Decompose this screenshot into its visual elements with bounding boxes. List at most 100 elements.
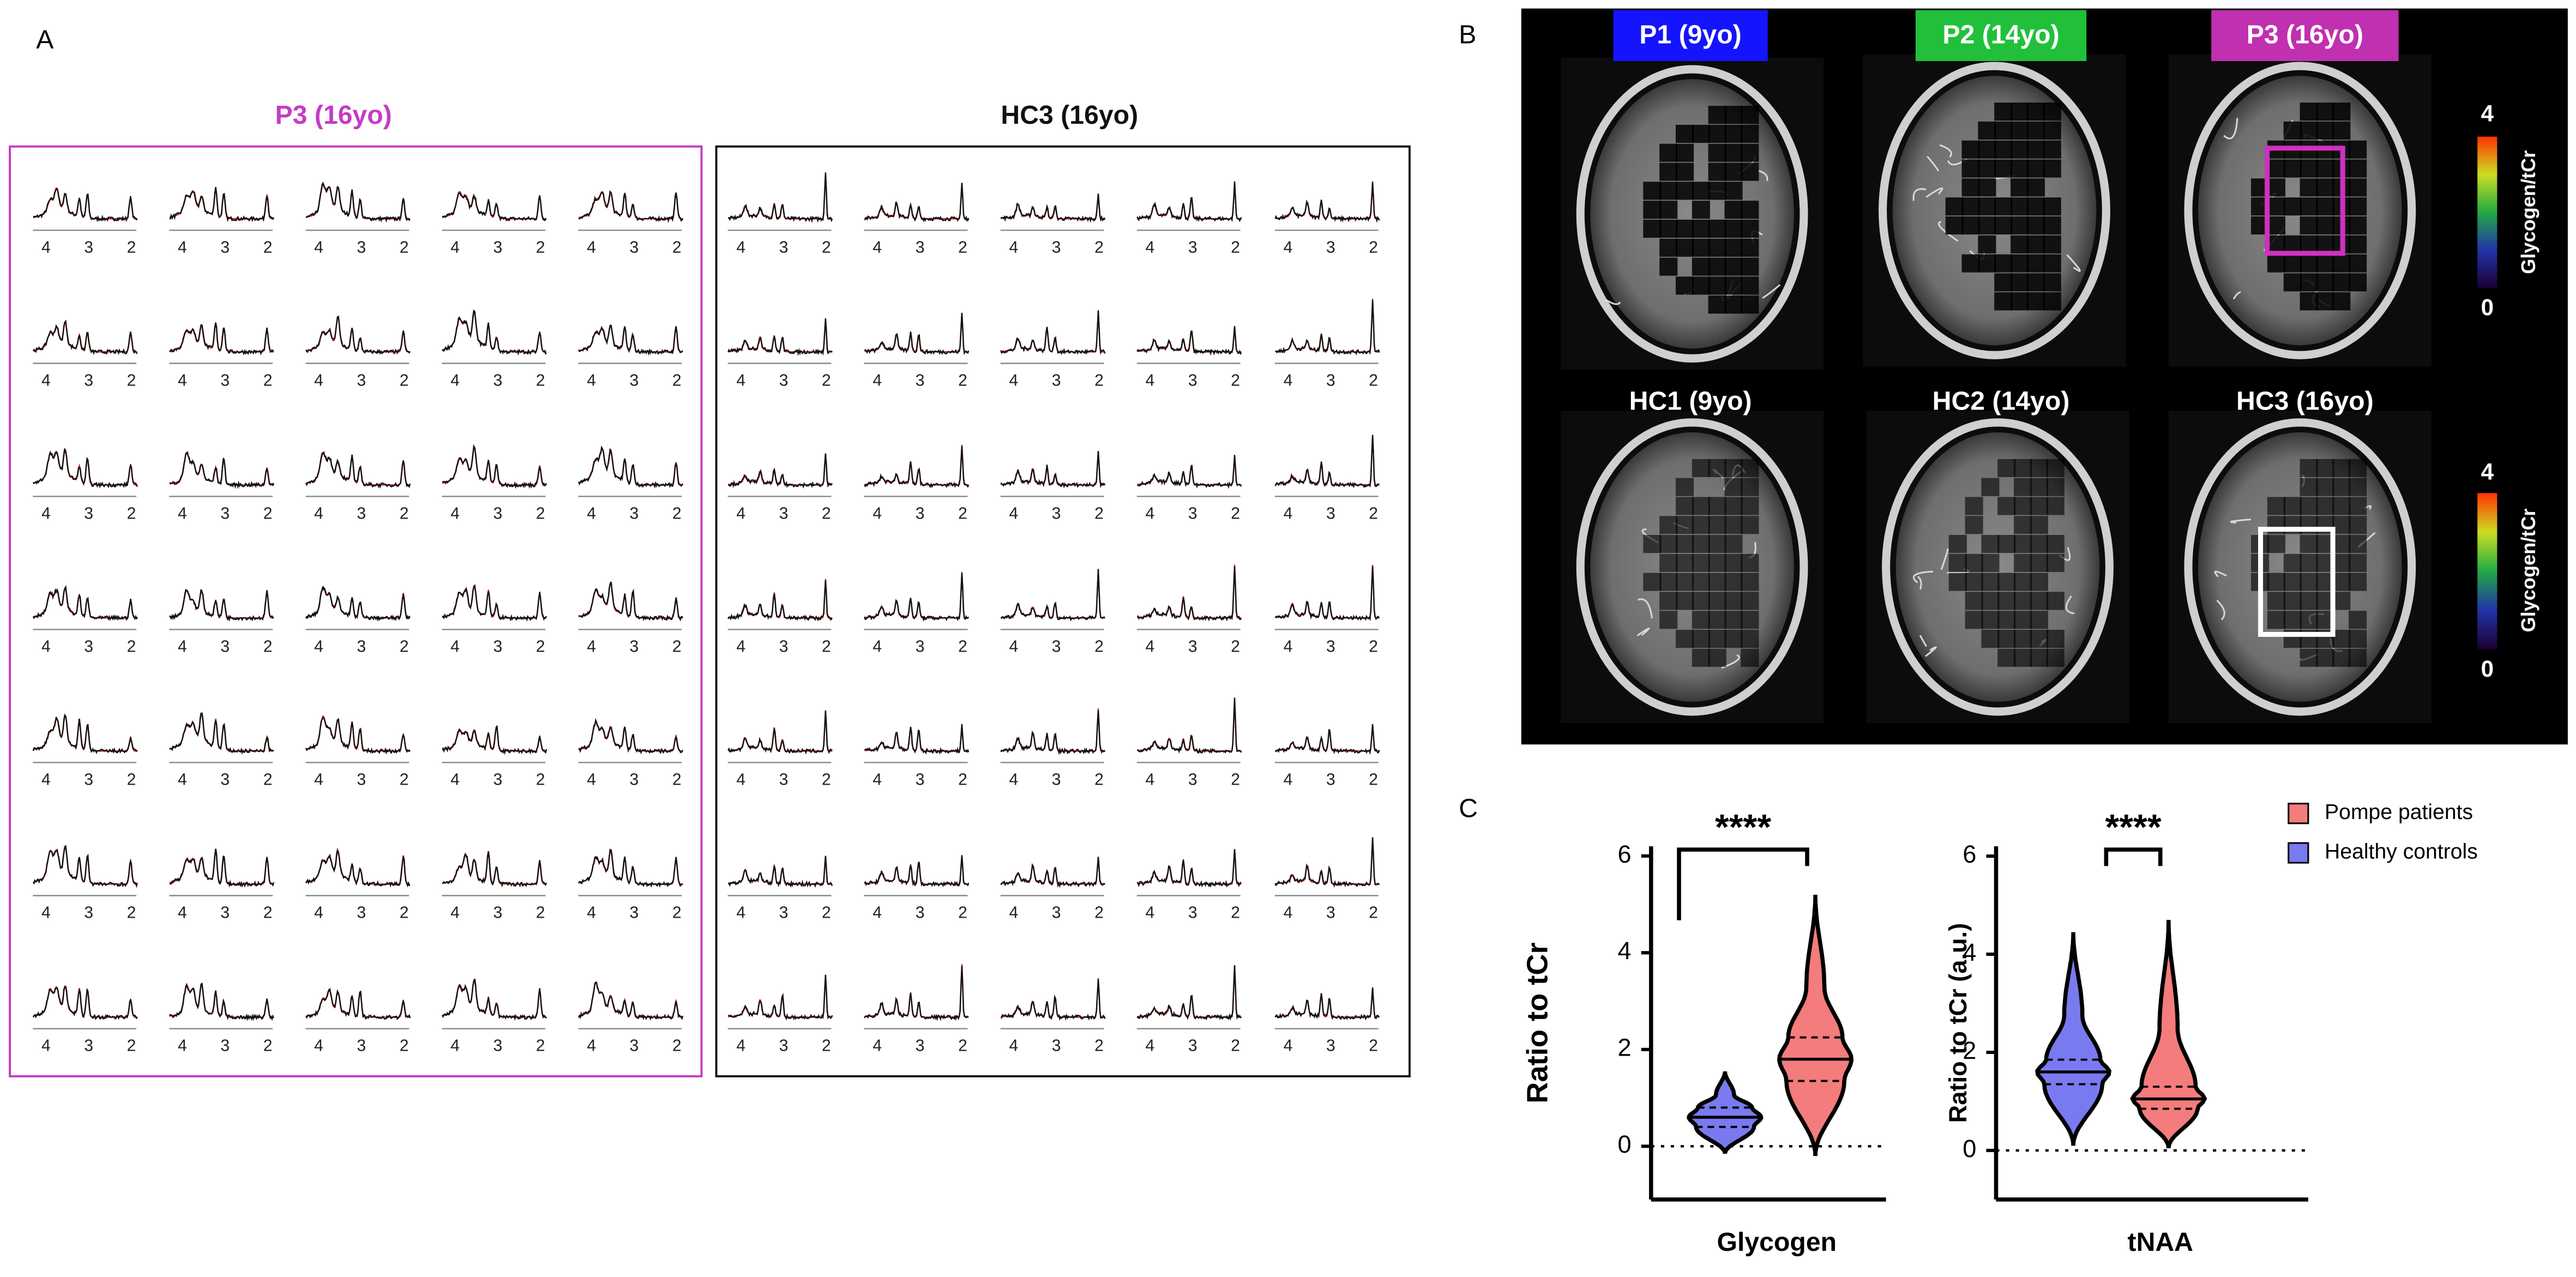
map-voxel	[1659, 162, 1678, 181]
map-label: HC1 (9yo)	[1629, 386, 1752, 415]
ppm-tick-label: 2	[672, 904, 682, 922]
map-voxel	[1692, 459, 1710, 477]
map-voxel	[2300, 235, 2318, 254]
spectrum	[1000, 451, 1106, 489]
map-voxel	[1981, 553, 2000, 572]
map-voxel	[2283, 159, 2302, 178]
sulcus	[2065, 595, 2075, 615]
map-voxel	[1741, 573, 1759, 591]
y-tick-label: 2	[1618, 1034, 1632, 1062]
ppm-tick-label: 4	[872, 238, 882, 256]
ppm-tick-label: 2	[1369, 504, 1378, 522]
ppm-tick-label: 2	[1094, 371, 1104, 389]
map-voxel	[1994, 159, 2013, 178]
map-voxel	[1692, 124, 1710, 143]
y-tick-label: 6	[1618, 840, 1632, 868]
map-voxel	[1676, 162, 1694, 181]
map-voxel	[2046, 497, 2065, 515]
ppm-tick-label: 2	[263, 1037, 273, 1055]
map-voxel	[2014, 516, 2032, 534]
ppm-tick-label: 4	[587, 504, 596, 522]
map-voxel	[1994, 197, 2013, 216]
map-voxel	[1708, 516, 1726, 534]
map-voxel	[2046, 478, 2065, 496]
map-voxel	[2030, 611, 2049, 629]
ppm-tick-label: 3	[84, 638, 93, 656]
map-voxel	[1692, 238, 1710, 257]
map-voxel	[2043, 121, 2061, 140]
control-frame	[715, 145, 1411, 1077]
map-voxel	[1981, 478, 2000, 496]
ppm-tick-label: 3	[916, 1037, 925, 1055]
ppm-tick-label: 3	[1052, 238, 1061, 256]
map-voxel	[2316, 121, 2334, 140]
map-voxel	[2014, 535, 2032, 553]
map-voxel	[2014, 553, 2032, 572]
ppm-tick-label: 2	[672, 1037, 682, 1055]
spectrum	[864, 855, 970, 888]
map-voxel	[2011, 292, 2029, 311]
spectrum-fit	[1001, 450, 1105, 486]
ppm-tick-label: 4	[450, 504, 460, 522]
map-voxel	[2267, 159, 2286, 178]
sulcus	[2216, 600, 2225, 621]
map-voxel	[1692, 201, 1710, 219]
ppm-tick-label: 4	[450, 771, 460, 789]
ppm-tick-label: 2	[127, 904, 136, 922]
ppm-tick-label: 4	[314, 1037, 323, 1055]
ppm-tick-label: 4	[1146, 1037, 1155, 1055]
map-voxel	[1676, 238, 1694, 257]
ppm-tick-label: 2	[1094, 638, 1104, 656]
map-voxel	[1741, 276, 1759, 295]
map-voxel	[2026, 197, 2045, 216]
ppm-tick-label: 2	[672, 504, 682, 522]
label-box	[2211, 10, 2399, 62]
ppm-tick-label: 4	[178, 638, 187, 656]
map-voxel	[1724, 162, 1743, 181]
ppm-tick-label: 3	[630, 904, 639, 922]
map-voxel	[2332, 292, 2351, 311]
map-voxel	[1724, 276, 1743, 295]
map-voxel	[1676, 143, 1694, 162]
ppm-tick-label: 3	[1188, 504, 1197, 522]
spectrum	[442, 192, 547, 222]
spectrum	[442, 309, 547, 356]
map-voxel	[2316, 254, 2334, 273]
map-voxel	[2014, 630, 2032, 648]
map-voxel	[2026, 235, 2045, 254]
map-voxel	[2300, 273, 2318, 292]
map-voxel	[1692, 592, 1710, 610]
ppm-tick-label: 3	[1326, 638, 1335, 656]
spectrum	[1274, 435, 1380, 489]
map-voxel	[1741, 201, 1759, 219]
map-voxel	[1643, 182, 1662, 200]
map-voxel	[2267, 592, 2286, 610]
ppm-tick-label: 4	[587, 238, 596, 256]
spectrum	[169, 322, 274, 356]
map-voxel	[2030, 516, 2049, 534]
ppm-tick-label: 4	[736, 638, 745, 656]
ppm-tick-label: 4	[736, 904, 745, 922]
ppm-tick-label: 3	[916, 638, 925, 656]
spectrum	[1274, 182, 1380, 223]
map-voxel	[1708, 106, 1726, 124]
ppm-tick-label: 3	[630, 638, 639, 656]
ppm-tick-label: 2	[1231, 238, 1240, 256]
map-voxel	[1692, 257, 1710, 276]
ppm-tick-label: 4	[736, 1037, 745, 1055]
ppm-tick-label: 2	[1094, 238, 1104, 256]
ppm-tick-label: 4	[1146, 238, 1155, 256]
ppm-tick-label: 3	[1052, 1037, 1061, 1055]
spectrum-fit	[1137, 564, 1242, 619]
map-voxel	[1997, 592, 2016, 610]
ppm-tick-label: 4	[872, 504, 882, 522]
map-voxel	[1708, 630, 1726, 648]
ppm-tick-label: 2	[958, 371, 967, 389]
map-voxel	[2300, 553, 2318, 572]
ppm-tick-label: 3	[84, 238, 93, 256]
ppm-tick-label: 2	[672, 371, 682, 389]
map-voxel	[1724, 459, 1743, 477]
ppm-tick-label: 4	[41, 1037, 51, 1055]
legend-swatch	[2288, 803, 2309, 824]
